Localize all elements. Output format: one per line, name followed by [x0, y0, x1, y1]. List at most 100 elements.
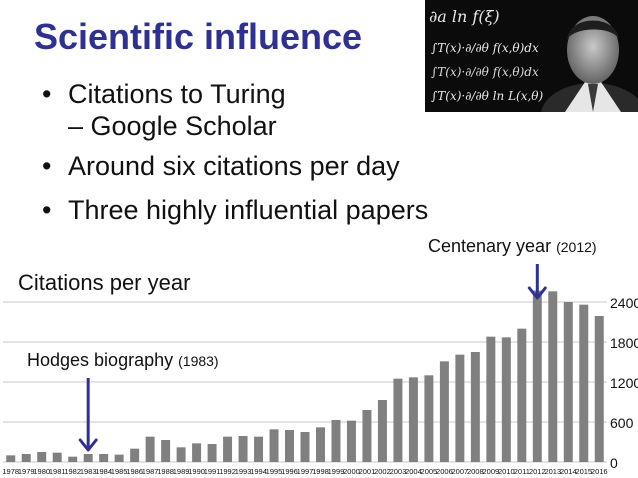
bar: [37, 452, 47, 462]
bullet-text: Three highly influential papers: [68, 195, 429, 225]
bar: [377, 400, 387, 462]
x-tick-label: 1992: [219, 467, 236, 476]
bar: [362, 410, 372, 462]
annotation-arrows: [78, 264, 547, 452]
x-tick-label: 1995: [266, 467, 283, 476]
bullet-text: Around six citations per day: [68, 151, 400, 181]
turing-portrait-image: ∂a ln f(ξ) ∫T(x)·∂/∂θ f(x,θ)dx ∫T(x)·∂/∂…: [425, 0, 638, 112]
bar: [68, 456, 78, 462]
bar: [424, 375, 434, 462]
bar: [315, 427, 325, 462]
x-tick-label: 1978: [2, 467, 19, 476]
bar: [207, 444, 217, 462]
x-tick-label: 2015: [575, 467, 592, 476]
centenary-arrow-head: [527, 286, 547, 300]
y-tick-label: 2400: [610, 295, 638, 311]
x-tick-label: 2002: [374, 467, 391, 476]
bar: [223, 436, 233, 462]
x-tick-label: 2012: [529, 467, 546, 476]
svg-text:∫T(x)·∂/∂θ f(x,θ)dx: ∫T(x)·∂/∂θ f(x,θ)dx: [431, 65, 539, 79]
bar: [145, 436, 155, 462]
bar: [563, 302, 573, 462]
x-tick-label: 1990: [188, 467, 205, 476]
bar: [594, 316, 604, 462]
x-tick-label: 1998: [312, 467, 329, 476]
bullet-icon: •: [42, 79, 52, 109]
hodges-label: Hodges biography: [27, 350, 174, 370]
bar: [579, 304, 589, 462]
svg-text:∫T(x)·∂/∂θ ln L(x,θ): ∫T(x)·∂/∂θ ln L(x,θ): [431, 89, 544, 103]
y-tick-label: 0: [610, 455, 618, 471]
x-tick-label: 2001: [359, 467, 376, 476]
bar: [532, 290, 542, 462]
x-tick-label: 1993: [235, 467, 252, 476]
x-tick-label: 1987: [142, 467, 159, 476]
x-tick-label: 2014: [560, 467, 577, 476]
x-tick-label: 2004: [405, 467, 422, 476]
hodges-year: (1983): [178, 353, 219, 369]
x-tick-label: 1983: [80, 467, 97, 476]
hodges-arrow-head: [78, 438, 98, 452]
x-tick-label: 1988: [157, 467, 174, 476]
chart-title: Citations per year: [18, 270, 191, 295]
x-tick-label: 1984: [95, 467, 112, 476]
x-tick-label: 2011: [514, 467, 530, 476]
bar: [486, 336, 496, 462]
bar: [439, 361, 449, 462]
x-tick-label: 1999: [328, 467, 345, 476]
x-tick-label: 1981: [49, 467, 66, 476]
slide-title: Scientific influence: [34, 16, 363, 57]
bar: [254, 436, 264, 462]
svg-text:∫T(x)·∂/∂θ f(x,θ)dx: ∫T(x)·∂/∂θ f(x,θ)dx: [431, 41, 539, 55]
y-tick-label: 600: [610, 415, 634, 431]
bar: [300, 432, 310, 462]
x-tick-label: 2010: [498, 467, 515, 476]
bullet-subtext: – Google Scholar: [68, 111, 277, 141]
x-tick-label: 1989: [173, 467, 190, 476]
chart-x-tick-labels: 1978197919801981198219831984198519861987…: [2, 467, 607, 476]
bar: [114, 454, 124, 462]
x-tick-label: 1979: [18, 467, 35, 476]
svg-text:∂a ln f(ξ): ∂a ln f(ξ): [429, 7, 500, 26]
bar: [99, 454, 109, 462]
bar: [548, 291, 558, 462]
centenary-year: (2012): [556, 239, 597, 255]
bullet-icon: •: [42, 195, 52, 225]
bar: [285, 430, 295, 462]
bar: [470, 352, 480, 462]
bar: [269, 429, 279, 462]
x-tick-label: 2008: [467, 467, 484, 476]
bullet-icon: •: [42, 151, 52, 181]
bar: [192, 443, 202, 462]
y-tick-label: 1800: [610, 335, 638, 351]
bullet-item: • Around six citations per day: [40, 150, 428, 182]
centenary-annotation: Centenary year (2012): [428, 236, 597, 257]
bar: [346, 420, 356, 462]
x-tick-label: 2006: [436, 467, 453, 476]
x-tick-label: 1994: [250, 467, 267, 476]
bar: [161, 440, 171, 462]
bullet-item: • Citations to Turing – Google Scholar: [40, 78, 428, 142]
bar: [130, 448, 140, 462]
x-tick-label: 1996: [281, 467, 298, 476]
x-tick-label: 1980: [33, 467, 50, 476]
x-tick-label: 2003: [390, 467, 407, 476]
x-tick-label: 1997: [297, 467, 314, 476]
bar: [455, 354, 465, 462]
x-tick-label: 1991: [204, 467, 221, 476]
bar: [83, 454, 93, 462]
x-tick-label: 2009: [483, 467, 500, 476]
bullet-text: Citations to Turing: [68, 79, 286, 109]
x-tick-label: 2000: [343, 467, 360, 476]
bullet-item: • Three highly influential papers: [40, 194, 428, 226]
centenary-label: Centenary year: [428, 236, 552, 256]
bar: [176, 447, 186, 462]
bar: [517, 328, 527, 462]
chart-bars: [6, 290, 604, 462]
bar: [331, 420, 341, 462]
portrait-illustration: ∂a ln f(ξ) ∫T(x)·∂/∂θ f(x,θ)dx ∫T(x)·∂/∂…: [425, 0, 638, 112]
bar: [408, 377, 418, 462]
x-tick-label: 1982: [64, 467, 81, 476]
x-tick-label: 2016: [591, 467, 608, 476]
